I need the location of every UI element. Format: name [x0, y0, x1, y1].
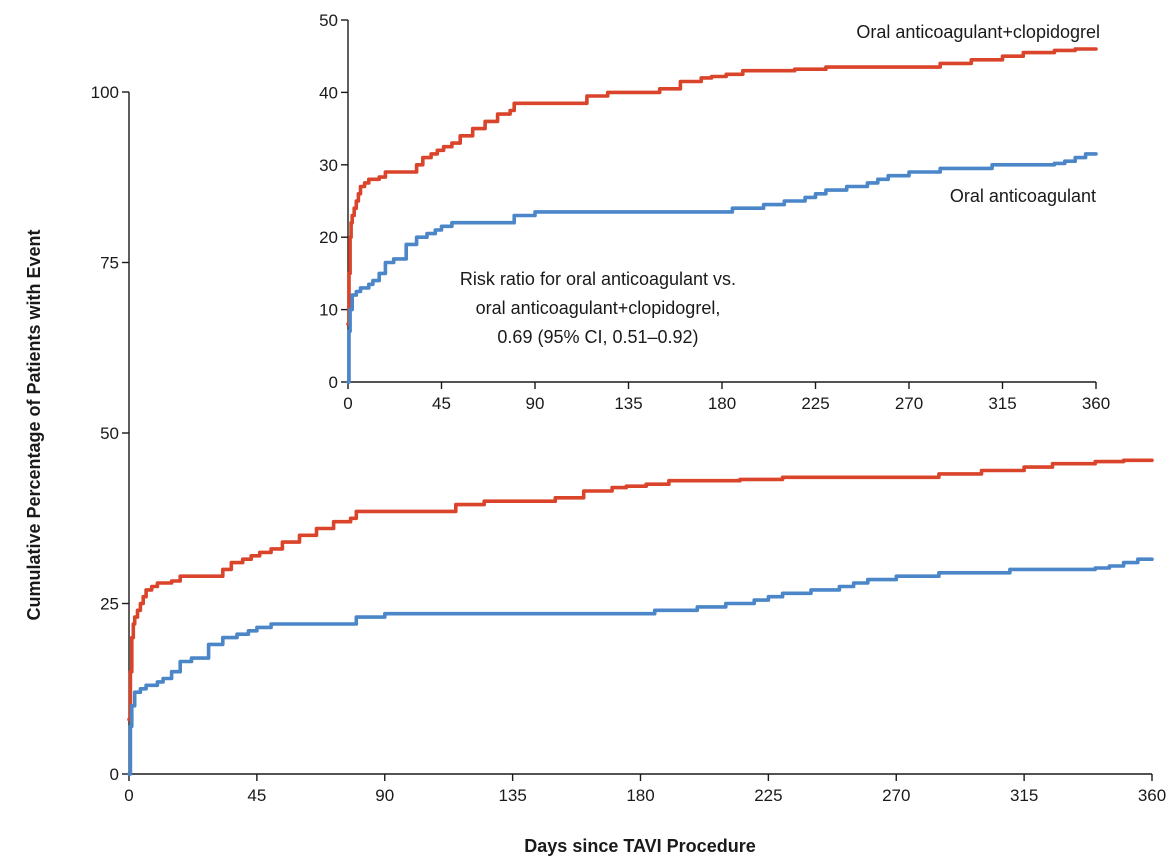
risk-ratio-line-2: oral anticoagulant+clopidogrel, [476, 298, 721, 318]
main-x-tick-label: 135 [498, 786, 526, 805]
main-x-tick-label: 180 [626, 786, 654, 805]
inset-series-0-curve [346, 47, 1098, 326]
inset-curves [346, 47, 1098, 384]
inset-x-tick-label: 135 [614, 394, 642, 413]
inset-axes: 0 10 20 30 40 50 0 45 90 135 180 225 270 315 360 [319, 11, 1110, 413]
inset-y-tick-label: 30 [319, 156, 338, 175]
main-x-tick-label: 315 [1010, 786, 1038, 805]
main-y-tick-label: 100 [91, 83, 119, 102]
main-y-tick-label: 50 [100, 424, 119, 443]
inset-plot: 0 10 20 30 40 50 0 45 90 135 180 225 270 315 360 Oral … [319, 11, 1110, 413]
series-label-oral-anticoagulant: Oral anticoagulant [950, 186, 1096, 206]
inset-y-tick-label: 20 [319, 228, 338, 247]
main-y-tick-label: 0 [110, 765, 119, 784]
main-x-tick-label: 270 [882, 786, 910, 805]
risk-ratio-line-1: Risk ratio for oral anticoagulant vs. [460, 269, 736, 289]
inset-y-tick-label: 40 [319, 83, 338, 102]
inset-series-1-curve [346, 152, 1098, 384]
inset-y-tick-label: 10 [319, 301, 338, 320]
inset-x-tick-label: 315 [988, 394, 1016, 413]
main-y-tick-label: 25 [100, 595, 119, 614]
main-x-tick-label: 360 [1138, 786, 1166, 805]
inset-x-tick-label: 225 [801, 394, 829, 413]
main-y-tick-label: 75 [100, 254, 119, 273]
inset-x-tick-label: 90 [526, 394, 545, 413]
x-axis-title: Days since TAVI Procedure [524, 836, 755, 856]
main-series-0-curve [127, 458, 1154, 722]
inset-y-tick-label: 50 [319, 11, 338, 30]
main-x-tick-label: 0 [124, 786, 133, 805]
inset-x-tick-label: 270 [895, 394, 923, 413]
inset-x-tick-label: 180 [708, 394, 736, 413]
main-series-1-curve [127, 557, 1154, 776]
series-label-clopidogrel: Oral anticoagulant+clopidogrel [856, 22, 1100, 42]
main-x-tick-label: 90 [375, 786, 394, 805]
inset-y-tick-label: 0 [329, 373, 338, 392]
inset-x-tick-label: 45 [432, 394, 451, 413]
y-axis-title: Cumulative Percentage of Patients with E… [24, 229, 44, 620]
main-x-tick-label: 45 [247, 786, 266, 805]
inset-x-tick-label: 0 [343, 394, 352, 413]
main-x-tick-label: 225 [754, 786, 782, 805]
inset-x-tick-label: 360 [1082, 394, 1110, 413]
main-curves [127, 458, 1154, 776]
risk-ratio-line-3: 0.69 (95% CI, 0.51–0.92) [497, 327, 698, 347]
